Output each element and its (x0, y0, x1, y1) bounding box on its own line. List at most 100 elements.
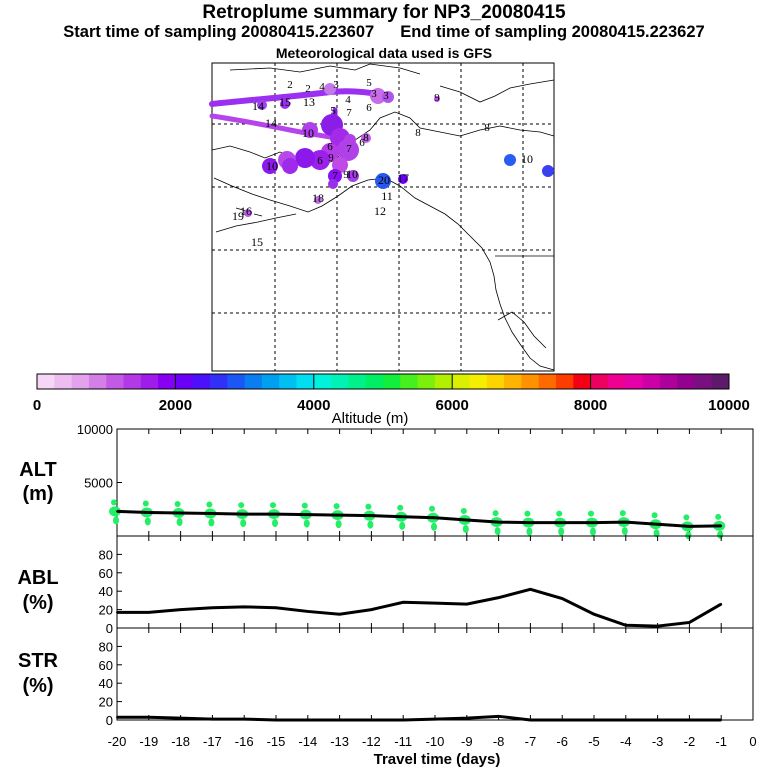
map-time-label: 8 (363, 132, 369, 144)
panel-abl: 0 20 40 60 80 (99, 535, 754, 636)
abl-data-point (656, 625, 659, 628)
plume-dot (347, 170, 359, 182)
abl-unit: (%) (22, 592, 53, 614)
alt-data-point (275, 513, 277, 516)
x-tick-label: -20 (108, 734, 127, 749)
alt-spread-blob (333, 503, 340, 510)
colorbar-segment (486, 374, 505, 389)
abl-data-point (434, 602, 436, 605)
plume-dot (361, 133, 371, 143)
map-time-label: 12 (374, 204, 386, 218)
alt-spread-blob (462, 524, 469, 533)
alt-spread-blob (335, 520, 342, 529)
alt-spread-blob (621, 527, 628, 536)
alt-data-point (116, 510, 118, 513)
map-time-label: 6 (327, 141, 333, 153)
alt-spread-blob (206, 501, 213, 508)
alt-spread-blob (303, 519, 310, 528)
x-tick-label: -2 (684, 734, 696, 749)
colorbar-segment (313, 374, 332, 389)
colorbar-segment (383, 374, 401, 389)
x-tick-label: -10 (426, 734, 445, 749)
alt-spread-blob (429, 505, 435, 512)
start-sampling-text: Start time of sampling 20080415.223607 (63, 23, 375, 41)
str-data-point (497, 715, 500, 718)
colorbar-segment (296, 374, 315, 389)
alt-data-point (465, 518, 468, 521)
panel-frame (116, 535, 754, 629)
map-time-label: 3 (333, 79, 339, 91)
colorbar-segment (607, 374, 626, 389)
map-time-label: 6 (317, 155, 323, 167)
map-time-label: 3 (383, 90, 389, 102)
alt-spread-blob (685, 531, 692, 540)
abl-data-point (338, 613, 341, 616)
alt-spread-blob (651, 512, 658, 519)
colorbar-segment (106, 374, 124, 389)
alt-spread-blob (460, 507, 467, 514)
x-axis-label: Travel time (days) (374, 751, 501, 768)
x-tick-label: -16 (235, 734, 254, 749)
panel-str: 0 20 40 60 80 (99, 627, 754, 728)
colorbar-segment (642, 374, 661, 389)
map-time-label: 4 (319, 81, 325, 93)
colorbar-segment (210, 374, 228, 389)
map-time-label: 10 (302, 126, 314, 140)
alt-spread-blob (176, 517, 183, 526)
alt-data-point (306, 513, 309, 516)
map-time-label: 20 (378, 173, 390, 187)
x-tick-label: -11 (394, 734, 412, 749)
alt-data-point (434, 516, 436, 519)
colorbar-segment (279, 374, 297, 389)
str-data-point (116, 716, 118, 719)
str-data-point (720, 719, 723, 721)
alt-data-point (720, 524, 723, 527)
map-time-label: 10 (346, 167, 358, 181)
plume-dot (324, 83, 336, 95)
abl-data-point (688, 621, 691, 624)
x-tick-label: -17 (203, 734, 222, 749)
colorbar-tick-label: 2000 (159, 397, 192, 414)
map-time-label: 5 (366, 77, 372, 89)
panel-alt: 5000 10000 (77, 422, 754, 540)
alt-data-point (561, 521, 564, 524)
colorbar-segment (469, 374, 488, 389)
alt-spread-blob (590, 527, 596, 536)
map-time-label: 14 (252, 99, 264, 113)
alt-data-point (338, 514, 341, 517)
alt-data-point (147, 511, 150, 514)
str-data-point (243, 718, 246, 721)
map-time-label: 9 (434, 92, 440, 104)
plume-dot (257, 100, 267, 110)
y-tick-label: 10000 (77, 422, 113, 437)
colorbar-segment (452, 374, 470, 389)
alt-spread-blob (111, 499, 117, 506)
plume-dot (542, 165, 554, 177)
abl-data-point (624, 624, 627, 627)
map-time-label: 18 (312, 191, 324, 205)
abl-data-point (306, 610, 309, 613)
plume-dot (295, 148, 315, 168)
colorbar-frame (36, 373, 730, 390)
alt-spread-blob (270, 502, 276, 509)
plume-dot (314, 196, 322, 204)
y-tick-label: 80 (99, 639, 113, 654)
str-data-point (593, 719, 595, 721)
str-data-point (179, 717, 182, 720)
colorbar-segment (434, 374, 453, 389)
x-tick-label: -9 (461, 734, 473, 749)
alt-spread-blob (399, 521, 406, 530)
alt-spread-blob (109, 506, 121, 517)
colorbar-segment (244, 374, 263, 389)
colorbar-segment (158, 374, 176, 389)
colorbar-tick-label: 8000 (574, 397, 607, 414)
alt-spread-blob (142, 500, 149, 507)
alt-data-point (656, 523, 659, 526)
abl-data-point (275, 606, 277, 609)
y-tick-label: 80 (99, 547, 113, 562)
x-tick-label: -12 (362, 734, 381, 749)
colorbar-segment (417, 374, 436, 389)
plume-dot (280, 99, 290, 109)
